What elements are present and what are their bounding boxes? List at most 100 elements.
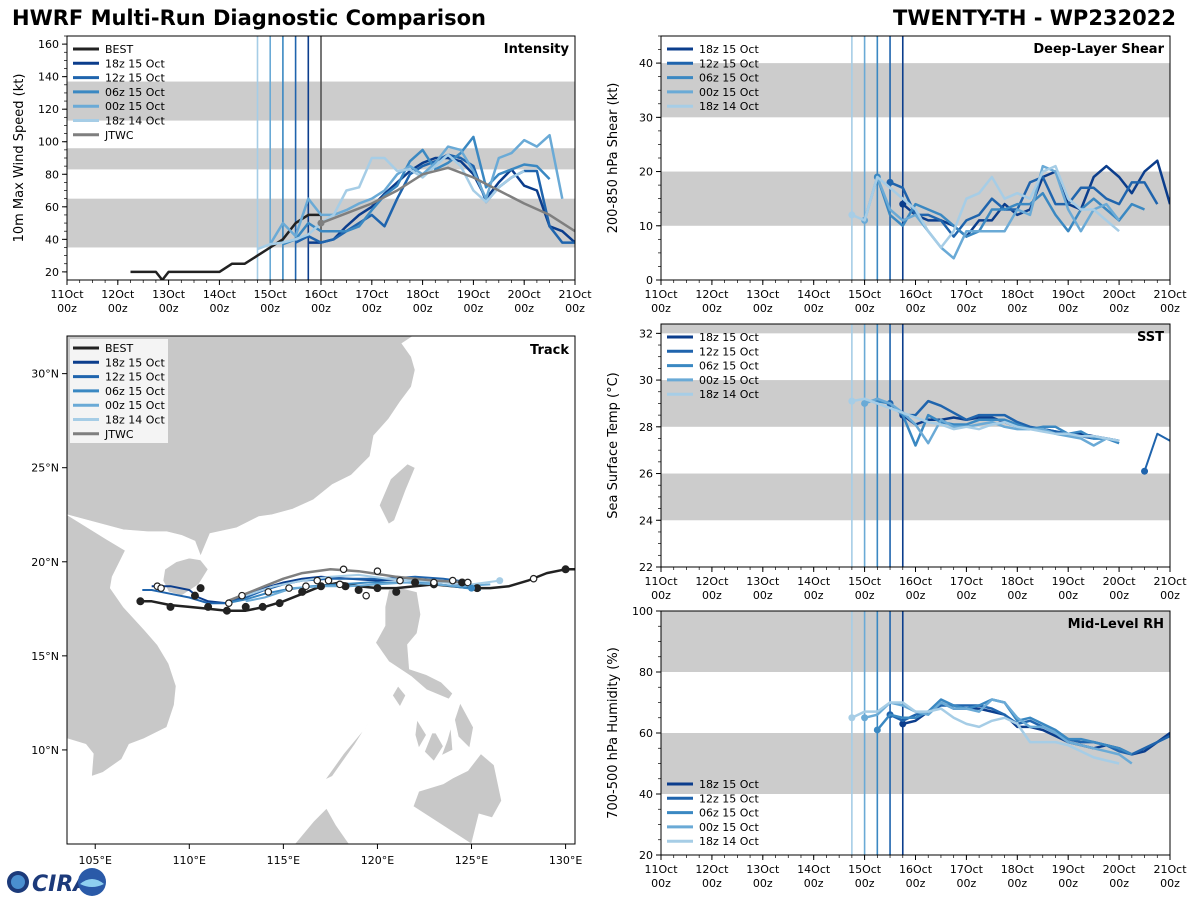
legend-entry: 18z 15 Oct <box>105 57 165 70</box>
x-tick-label: 19Oct <box>1052 575 1086 588</box>
track-marker-open <box>362 591 370 600</box>
x-tick-label: 17Oct <box>355 288 389 301</box>
y-tick-label: 30 <box>639 111 653 124</box>
track-marker-open <box>157 584 165 592</box>
x-tick-label: 110°E <box>173 854 206 867</box>
x-tick-label: 00z <box>362 302 382 315</box>
x-tick-label: 14Oct <box>797 288 831 301</box>
y-tick-label: 20 <box>45 266 59 279</box>
y-tick-label: 0 <box>646 274 653 287</box>
y-tick-label: 80 <box>45 168 59 181</box>
legend-entry: 12z 15 Oct <box>699 57 759 70</box>
x-tick-label: 115°E <box>267 854 300 867</box>
track-marker-open <box>529 574 538 583</box>
track-marker <box>354 586 363 594</box>
x-tick-label: 17Oct <box>950 575 984 588</box>
series-start-marker <box>899 200 907 208</box>
x-tick-label: 00z <box>1007 877 1027 890</box>
x-tick-label: 125°E <box>455 854 488 867</box>
x-tick-label: 18Oct <box>1001 288 1035 301</box>
track-marker-open <box>238 591 246 600</box>
figure-title-left: HWRF Multi-Run Diagnostic Comparison <box>12 6 487 30</box>
series-jtwc <box>320 166 575 233</box>
panel-shear: 01020304011Oct00z12Oct00z13Oct00z14Oct00… <box>606 35 1187 315</box>
legend-entry: 12z 15 Oct <box>699 345 759 358</box>
x-tick-label: 20Oct <box>1103 575 1137 588</box>
series-start-marker <box>886 178 894 186</box>
x-tick-label: 00z <box>565 302 585 315</box>
track-marker-open <box>324 576 333 585</box>
y-tick-label: 100 <box>632 605 653 618</box>
x-tick-label: 00z <box>906 877 926 890</box>
track-marker <box>298 587 307 596</box>
x-tick-label: 00z <box>159 302 179 315</box>
y-axis-label: 200-850 hPa Shear (kt) <box>606 83 621 234</box>
x-tick-label: 00z <box>1160 589 1180 602</box>
x-tick-label: 13Oct <box>152 288 186 301</box>
legend-entry: 12z 15 Oct <box>699 792 759 805</box>
x-tick-label: 00z <box>108 302 128 315</box>
y-axis-label: Sea Surface Temp (°C) <box>606 372 621 519</box>
x-tick-label: 16Oct <box>899 288 933 301</box>
band-1 <box>661 380 1170 427</box>
y-tick-label: 10 <box>639 220 653 233</box>
x-tick-label: 00z <box>855 877 875 890</box>
y-tick-label: 20 <box>639 166 653 179</box>
x-tick-label: 00z <box>1109 877 1129 890</box>
x-tick-label: 00z <box>702 589 722 602</box>
series-group <box>848 397 1170 475</box>
x-tick-label: 00z <box>702 877 722 890</box>
legend-entry: 00z 15 Oct <box>699 374 759 387</box>
x-tick-label: 00z <box>57 302 77 315</box>
track-marker <box>258 602 267 611</box>
x-tick-label: 00z <box>651 589 671 602</box>
y-tick-label: 26 <box>639 468 653 481</box>
y-tick-label: 100 <box>38 136 59 149</box>
legend-entry: 18z 14 Oct <box>105 115 165 128</box>
x-tick-label: 15Oct <box>848 288 882 301</box>
track-marker-open <box>339 565 348 574</box>
track-marker <box>136 597 145 606</box>
x-tick-label: 20Oct <box>1103 288 1137 301</box>
series-12z-15-oct-late <box>1143 432 1170 472</box>
y-tick-label: 15°N <box>31 650 59 663</box>
legend-entry: 18z 14 Oct <box>105 414 165 427</box>
x-tick-label: 00z <box>311 302 331 315</box>
y-tick-label: 30 <box>639 374 653 387</box>
track-marker-open <box>373 567 382 575</box>
panel-track: 105°E 110°E 115°E 120°E 125°E 130°E 10°N 15°N 20… <box>31 335 582 867</box>
x-tick-label: 00z <box>210 302 230 315</box>
track-marker <box>204 602 213 611</box>
band-1 <box>661 63 1170 118</box>
x-tick-label: 00z <box>753 589 773 602</box>
x-tick-label: 16Oct <box>899 863 933 876</box>
legend-entry: 18z 15 Oct <box>105 356 165 369</box>
band-2 <box>661 324 1170 334</box>
legend-entry: 06z 15 Oct <box>699 807 759 820</box>
x-tick-label: 12Oct <box>101 288 135 301</box>
y-axis-label: 700-500 hPa Humidity (%) <box>606 647 621 819</box>
x-tick-label: 14Oct <box>203 288 237 301</box>
track-marker-open <box>463 578 472 587</box>
x-tick-label: 00z <box>753 877 773 890</box>
y-tick-label: 32 <box>639 327 653 340</box>
x-tick-label: 18Oct <box>1001 575 1035 588</box>
series-18z-14-oct <box>851 164 1120 249</box>
x-tick-label: 14Oct <box>797 863 831 876</box>
series-group <box>130 133 575 280</box>
panel-intensity: 2040608010012014016011Oct00z12Oct00z13Oc… <box>12 35 592 315</box>
legend-entry: 00z 15 Oct <box>699 821 759 834</box>
x-tick-label: 00z <box>957 589 977 602</box>
x-tick-label: 21Oct <box>558 288 592 301</box>
x-tick-label: 00z <box>1007 302 1027 315</box>
x-tick-label: 20Oct <box>1103 863 1137 876</box>
track-marker-open <box>313 576 322 585</box>
track-marker <box>241 602 250 611</box>
series-06z-15-oct <box>876 176 1145 238</box>
x-tick-label: 12Oct <box>695 288 729 301</box>
x-tick-label: 12Oct <box>695 575 729 588</box>
track-marker <box>496 577 504 585</box>
series-start-marker <box>873 726 881 734</box>
